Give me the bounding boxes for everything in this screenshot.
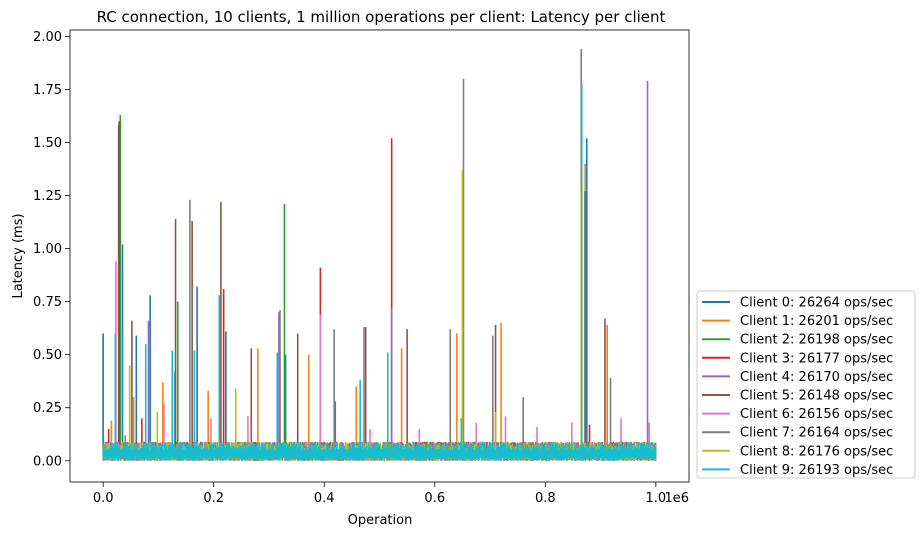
y-tick-label: 0.75 <box>33 295 62 310</box>
legend-label: Client 5: 26148 ops/sec <box>740 389 893 404</box>
legend-label: Client 7: 26164 ops/sec <box>740 426 893 441</box>
legend-label: Client 6: 26156 ops/sec <box>740 407 893 422</box>
chart-title: RC connection, 10 clients, 1 million ope… <box>97 8 666 26</box>
plot-border <box>69 29 690 483</box>
x-axis-offset-label: 1e6 <box>664 491 689 506</box>
y-tick-label: 1.25 <box>33 189 62 204</box>
y-tick-label: 0.50 <box>33 348 62 363</box>
legend-label: Client 0: 26264 ops/sec <box>740 296 893 311</box>
x-tick-label: 0.0 <box>93 491 114 506</box>
legend-label: Client 4: 26170 ops/sec <box>740 370 893 385</box>
legend-box <box>696 290 916 479</box>
legend-label: Client 2: 26198 ops/sec <box>740 333 893 348</box>
series-layer <box>102 49 657 461</box>
series-9 <box>102 83 657 461</box>
y-axis: 0.00 0.25 0.50 0.75 1.00 1.25 1.50 1.75 2.00 <box>33 30 70 469</box>
legend-label: Client 1: 26201 ops/sec <box>740 314 893 329</box>
y-tick-label: 1.50 <box>33 136 62 151</box>
legend-label: Client 8: 26176 ops/sec <box>740 444 893 459</box>
y-tick-label: 1.00 <box>33 242 62 257</box>
x-tick-label: 0.8 <box>535 491 556 506</box>
y-tick-label: 1.75 <box>33 83 62 98</box>
x-axis: 0.0 0.2 0.4 0.6 0.8 1.0 <box>93 482 666 506</box>
legend-items: Client 0: 26264 ops/sec Client 1: 26201 o… <box>702 296 893 478</box>
x-tick-label: 0.6 <box>424 491 445 506</box>
legend: Client 0: 26264 ops/sec Client 1: 26201 o… <box>696 290 916 479</box>
legend-label: Client 9: 26193 ops/sec <box>740 463 893 478</box>
x-tick-label: 0.2 <box>203 491 224 506</box>
series-baseline <box>102 441 657 461</box>
y-tick-label: 2.00 <box>33 30 62 45</box>
x-axis-label: Operation <box>348 513 413 528</box>
x-tick-label: 1.0 <box>645 491 666 506</box>
y-axis-label: Latency (ms) <box>11 213 26 298</box>
x-tick-label: 0.4 <box>314 491 335 506</box>
y-tick-label: 0.25 <box>33 401 62 416</box>
legend-label: Client 3: 26177 ops/sec <box>740 351 893 366</box>
y-tick-label: 0.00 <box>33 454 62 469</box>
